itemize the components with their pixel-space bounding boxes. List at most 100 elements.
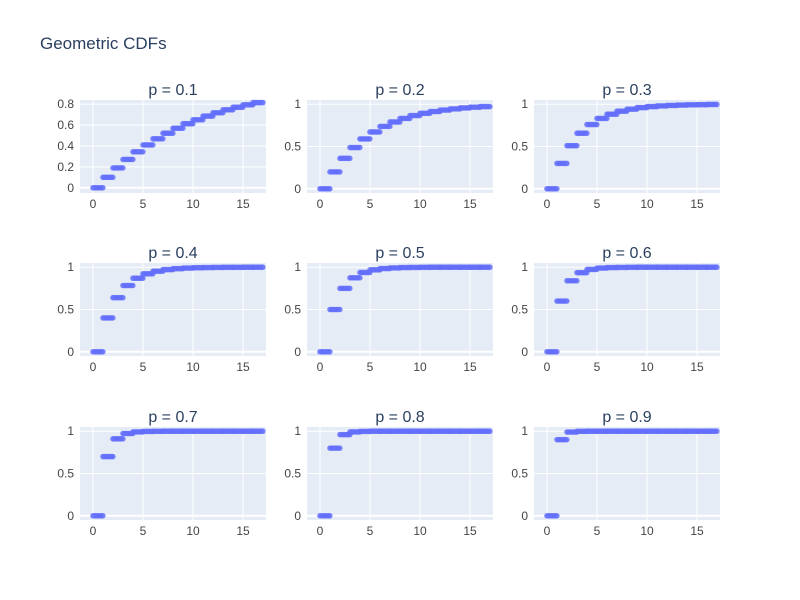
series-points [544,428,720,519]
point-marker [594,121,600,128]
data-point [120,282,136,289]
y-tick-label: 1 [521,97,528,111]
point-marker [260,264,266,271]
data-point [704,428,720,435]
data-point [457,428,473,435]
data-point [347,144,363,151]
subplot-7: 0 5 10 15 0 0.5 1 p = 0.7 [57,409,266,538]
data-point [594,115,610,122]
data-point [564,142,580,149]
data-point [554,298,570,304]
data-point [250,428,266,435]
x-tick-label: 10 [413,197,427,211]
point-marker [327,348,333,355]
y-tick-label: 0.2 [57,160,74,174]
x-tick-label: 5 [140,360,147,374]
data-point [574,130,590,137]
y-tick-label: 0.4 [57,139,74,153]
y-tick-label: 1 [521,424,528,438]
data-point [554,160,570,167]
data-point [90,348,106,355]
data-point [477,103,493,110]
subplot-title: p = 0.2 [375,82,424,99]
subplot-title: p = 0.7 [148,409,197,426]
series-points [317,264,493,355]
data-point [160,130,176,137]
point-marker [367,136,373,142]
x-tick-label: 0 [317,197,324,211]
point-marker [487,103,493,110]
figure-title: Geometric CDFs [40,34,167,53]
point-marker [150,142,156,148]
data-point [477,428,493,435]
data-point [317,512,333,519]
x-tick-label: 10 [640,197,654,211]
subplot-title: p = 0.9 [602,409,651,426]
x-tick-label: 15 [690,197,704,211]
point-marker [554,348,560,355]
point-marker [487,428,493,435]
point-marker [714,428,720,435]
y-tick-label: 0 [67,345,74,359]
point-marker [327,512,333,519]
point-marker [110,453,116,460]
y-tick-label: 0.5 [284,467,301,481]
x-tick-label: 15 [463,197,477,211]
data-point [357,136,373,142]
data-point [457,264,473,271]
point-marker [120,436,126,442]
data-point [250,99,266,106]
point-marker [100,512,106,519]
y-tick-label: 1 [67,260,74,274]
point-marker [564,436,570,443]
x-tick-label: 10 [186,524,200,538]
data-point [100,174,116,181]
point-marker [260,428,266,435]
point-marker [120,294,126,301]
subplot-2: 0 5 10 15 0 0.5 1 p = 0.2 [284,82,493,211]
subplot-8: 0 5 10 15 0 0.5 1 p = 0.8 [284,409,493,538]
point-marker [347,285,353,292]
point-marker [604,115,610,122]
data-point [140,271,156,277]
series-points [544,264,720,355]
data-point [250,264,266,271]
x-tick-label: 5 [140,524,147,538]
data-point [584,121,600,128]
y-tick-label: 1 [294,97,301,111]
x-tick-label: 15 [690,524,704,538]
y-tick-label: 0.5 [284,140,301,154]
point-marker [387,123,393,130]
data-point [140,142,156,148]
data-point [704,101,720,108]
point-marker [564,298,570,304]
y-tick-label: 0 [294,182,301,196]
point-marker [260,99,266,106]
data-point [180,120,196,127]
point-marker [337,169,343,175]
x-tick-label: 10 [413,360,427,374]
x-tick-label: 0 [544,524,551,538]
y-tick-label: 0.5 [57,303,74,317]
point-marker [140,149,146,155]
y-tick-label: 0 [521,509,528,523]
x-tick-label: 15 [236,360,250,374]
y-tick-label: 0 [67,181,74,195]
subplot-6: 0 5 10 15 0 0.5 1 p = 0.6 [511,245,720,374]
y-tick-label: 1 [294,424,301,438]
data-point [170,125,186,132]
y-tick-label: 0 [294,509,301,523]
x-tick-label: 5 [367,360,374,374]
point-marker [337,445,343,451]
x-tick-label: 5 [140,197,147,211]
data-point [704,264,720,271]
x-tick-label: 10 [186,360,200,374]
subplot-4: 0 5 10 15 0 0.5 1 p = 0.4 [57,245,266,374]
subplot-5: 0 5 10 15 0 0.5 1 p = 0.5 [284,245,493,374]
series-points [90,99,266,191]
x-tick-label: 10 [640,360,654,374]
x-tick-label: 0 [90,360,97,374]
x-tick-label: 5 [594,524,601,538]
series-points [90,264,266,355]
y-tick-label: 0 [67,509,74,523]
